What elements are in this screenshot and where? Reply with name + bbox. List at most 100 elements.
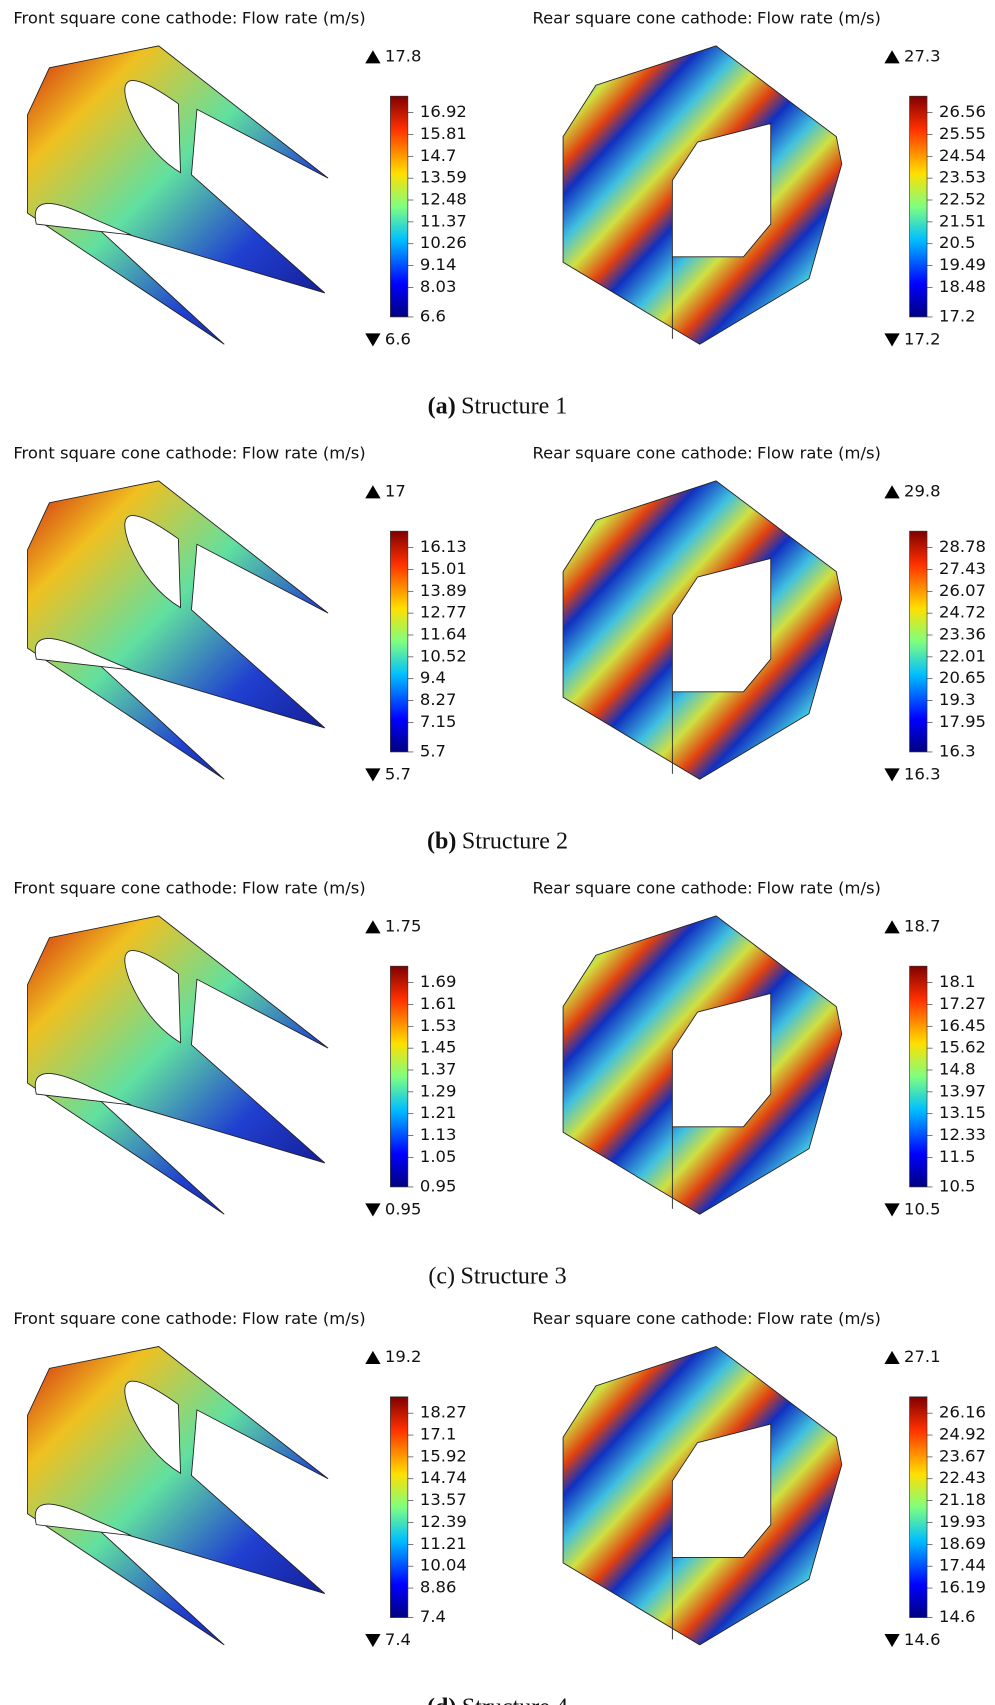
- caption-text: Structure 3: [461, 1263, 567, 1289]
- colorbar-label: 22.43: [939, 1468, 986, 1487]
- min-value: 7.4: [385, 1630, 411, 1649]
- colorbar-label: 15.92: [420, 1446, 467, 1465]
- max-value: 19.2: [385, 1347, 421, 1366]
- colorbar-label: 19.3: [939, 690, 975, 709]
- caption-label: (a): [428, 393, 456, 419]
- min-value: 14.6: [904, 1630, 940, 1649]
- colorbar-label: 10.5: [939, 1176, 975, 1195]
- panel-title-text: Rear square cone cathode:: [532, 8, 752, 27]
- panel-quantity: Flow rate (m/s): [242, 1309, 366, 1328]
- colorbar: [910, 1397, 927, 1618]
- caption-text: Structure 4: [462, 1694, 568, 1705]
- panel-quantity: Flow rate (m/s): [242, 8, 366, 27]
- colorbar-label: 0.95: [420, 1176, 456, 1195]
- colorbar-label: 16.13: [420, 537, 467, 556]
- colorbar-label: 26.07: [939, 581, 986, 600]
- colorbar: [910, 531, 927, 752]
- colorbar-label: 18.1: [939, 972, 975, 991]
- colorbar-label: 23.53: [939, 168, 986, 187]
- colorbar-label: 24.72: [939, 603, 986, 622]
- colorbar-label: 8.27: [420, 690, 456, 709]
- min-marker: [365, 768, 380, 781]
- colorbar-label: 1.29: [420, 1081, 456, 1100]
- panel: Rear square cone cathode: Flow rate (m/s)…: [532, 878, 985, 1218]
- max-value: 17.8: [385, 46, 421, 65]
- panel-quantity: Flow rate (m/s): [757, 1309, 881, 1328]
- panel-quantity: Flow rate (m/s): [757, 878, 881, 897]
- max-value: 27.1: [904, 1347, 940, 1366]
- panel-title: Rear square cone cathode: Flow rate (m/s): [532, 878, 880, 897]
- colorbar-label: 22.01: [939, 646, 986, 665]
- panel-title: Front square cone cathode:Flow rate (m/s…: [13, 878, 365, 897]
- colorbar-label: 19.93: [939, 1512, 986, 1531]
- max-marker: [365, 485, 380, 498]
- max-marker: [365, 920, 380, 933]
- panel-quantity: Flow rate (m/s): [242, 443, 366, 462]
- max-marker: [884, 920, 899, 933]
- colorbar-label: 10.52: [420, 646, 467, 665]
- max-value: 1.75: [385, 916, 421, 935]
- geometry: [28, 916, 329, 1214]
- colorbar-label: 12.48: [420, 190, 467, 209]
- colorbar-label: 8.86: [420, 1578, 456, 1597]
- colorbar: [390, 966, 407, 1187]
- geometry: [28, 1347, 329, 1645]
- colorbar-label: 16.3: [939, 741, 975, 760]
- min-marker: [365, 1634, 380, 1647]
- panel: Front square cone cathode:Flow rate (m/s…: [13, 443, 466, 783]
- colorbar-label: 17.44: [939, 1556, 986, 1575]
- colorbar-label: 14.74: [420, 1468, 467, 1487]
- panel-title-text: Front square cone cathode:: [13, 8, 237, 27]
- panel-title-text: Rear square cone cathode:: [532, 878, 752, 897]
- colorbar-label: 20.65: [939, 668, 986, 687]
- caption-label: (b): [427, 828, 456, 854]
- colorbar-label: 14.8: [939, 1059, 975, 1078]
- colorbar-label: 27.43: [939, 559, 986, 578]
- min-marker: [884, 1634, 899, 1647]
- colorbar-label: 21.51: [939, 211, 986, 230]
- colorbar-label: 26.16: [939, 1403, 986, 1422]
- panel-quantity: Flow rate (m/s): [757, 443, 881, 462]
- colorbar-label: 5.7: [420, 741, 446, 760]
- colorbar-label: 8.03: [420, 277, 456, 296]
- caption-label: (c): [428, 1263, 455, 1289]
- colorbar-label: 11.21: [420, 1534, 467, 1553]
- colorbar-label: 13.89: [420, 581, 467, 600]
- caption: (c)Structure 3: [428, 1263, 566, 1289]
- colorbar-label: 16.92: [420, 102, 467, 121]
- colorbar-label: 21.18: [939, 1490, 986, 1509]
- colorbar-label: 1.61: [420, 994, 456, 1013]
- colorbar-label: 12.77: [420, 603, 467, 622]
- min-marker: [884, 333, 899, 346]
- row: Front square cone cathode:Flow rate (m/s…: [13, 878, 986, 1289]
- colorbar-label: 17.2: [939, 306, 975, 325]
- colorbar-label: 23.36: [939, 625, 986, 644]
- max-value: 17: [385, 481, 406, 500]
- colorbar-label: 15.62: [939, 1038, 986, 1057]
- row: Front square cone cathode:Flow rate (m/s…: [13, 443, 986, 854]
- colorbar-label: 22.52: [939, 190, 986, 209]
- colorbar-label: 1.45: [420, 1038, 456, 1057]
- colorbar-label: 12.33: [939, 1125, 986, 1144]
- min-value: 6.6: [385, 329, 411, 348]
- min-value: 17.2: [904, 329, 940, 348]
- panel-title: Front square cone cathode:Flow rate (m/s…: [13, 443, 365, 462]
- min-marker: [365, 1203, 380, 1216]
- colorbar-label: 13.15: [939, 1103, 986, 1122]
- colorbar-label: 1.37: [420, 1059, 456, 1078]
- colorbar-label: 16.19: [939, 1578, 986, 1597]
- panel: Rear square cone cathode:Flow rate (m/s)…: [532, 1309, 985, 1649]
- caption-text: Structure 2: [462, 828, 568, 854]
- colorbar: [910, 966, 927, 1187]
- colorbar-label: 1.05: [420, 1147, 456, 1166]
- colorbar-label: 7.4: [420, 1607, 446, 1626]
- colorbar-label: 23.67: [939, 1446, 986, 1465]
- colorbar-label: 11.5: [939, 1147, 975, 1166]
- colorbar-label: 1.13: [420, 1125, 456, 1144]
- max-value: 27.3: [904, 46, 940, 65]
- colorbar: [390, 531, 407, 752]
- panel: Rear square cone cathode:Flow rate (m/s)…: [532, 443, 985, 783]
- colorbar: [910, 96, 927, 317]
- colorbar-label: 26.56: [939, 102, 986, 121]
- max-value: 18.7: [904, 916, 940, 935]
